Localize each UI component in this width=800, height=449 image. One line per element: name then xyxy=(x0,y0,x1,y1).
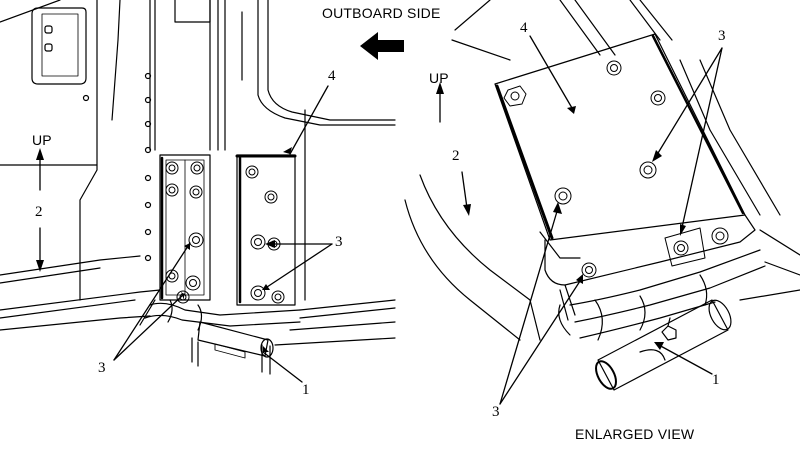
left-callout-3-right: 3 xyxy=(335,234,343,250)
outboard-side-label: OUTBOARD SIDE xyxy=(322,5,441,21)
right-callout-1: 1 xyxy=(712,372,720,388)
right-structure xyxy=(404,0,800,391)
left-up-label: UP xyxy=(32,132,52,148)
right-callout-3-lower: 3 xyxy=(492,404,500,420)
right-callout-2: 2 xyxy=(452,148,460,164)
left-callout-2: 2 xyxy=(35,204,43,220)
arrow-left-icon xyxy=(360,32,404,60)
right-callout-4: 4 xyxy=(520,20,528,36)
arrowheads xyxy=(36,32,686,352)
right-up-label: UP xyxy=(429,70,449,86)
left-callout-4: 4 xyxy=(328,68,336,84)
left-callout-1: 1 xyxy=(302,382,310,398)
enlarged-view-caption: ENLARGED VIEW xyxy=(575,426,695,442)
left-structure xyxy=(0,0,396,375)
leader-lines xyxy=(39,35,723,405)
left-callout-3-lower: 3 xyxy=(98,360,106,376)
right-callout-3-upper: 3 xyxy=(718,28,726,44)
